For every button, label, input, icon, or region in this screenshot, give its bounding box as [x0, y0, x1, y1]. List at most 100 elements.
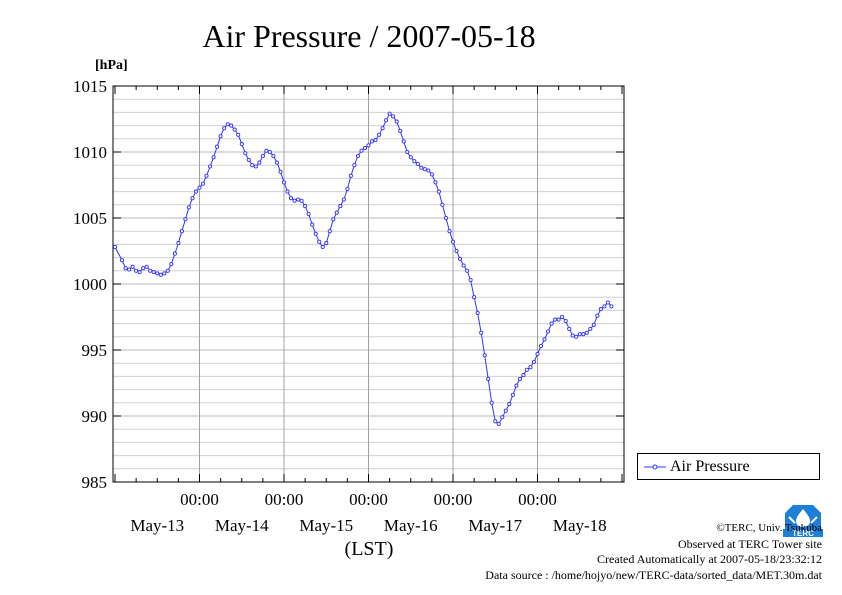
data-point	[201, 182, 204, 185]
data-point	[423, 168, 426, 171]
data-point	[339, 205, 342, 208]
data-point	[212, 156, 215, 159]
data-point	[230, 124, 233, 127]
data-point	[539, 344, 542, 347]
data-point	[370, 140, 373, 143]
data-point	[575, 335, 578, 338]
data-point	[536, 352, 539, 355]
data-point	[374, 139, 377, 142]
data-point	[504, 409, 507, 412]
data-point	[163, 272, 166, 275]
x-axis-label: (LST)	[345, 538, 394, 560]
x-date-label: May-13	[130, 516, 184, 535]
x-time-label: 00:00	[180, 490, 219, 509]
data-point	[237, 133, 240, 136]
y-axis-unit-label: [hPa]	[95, 58, 128, 73]
data-point	[420, 166, 423, 169]
legend: Air Pressure	[637, 453, 820, 480]
x-time-label: 00:00	[518, 490, 557, 509]
data-point	[385, 119, 388, 122]
data-point	[297, 198, 300, 201]
data-point	[209, 165, 212, 168]
data-point	[406, 150, 409, 153]
data-point	[159, 273, 162, 276]
data-point	[268, 150, 271, 153]
data-point	[550, 322, 553, 325]
data-point	[392, 115, 395, 118]
credits: ©TERC, Univ. Tsukuba Observed at TERC To…	[485, 521, 822, 583]
data-point	[198, 186, 201, 189]
data-point	[437, 190, 440, 193]
data-point	[258, 161, 261, 164]
data-point	[261, 154, 264, 157]
data-point	[367, 144, 370, 147]
data-point	[487, 377, 490, 380]
data-point	[497, 422, 500, 425]
data-point	[363, 146, 366, 149]
data-point	[156, 272, 159, 275]
data-point	[194, 190, 197, 193]
data-point	[455, 249, 458, 252]
data-point	[399, 129, 402, 132]
data-point	[599, 308, 602, 311]
y-tick-label: 1015	[73, 77, 107, 96]
data-point	[325, 242, 328, 245]
data-point	[413, 160, 416, 163]
credit-created: Created Automatically at 2007-05-18/23:3…	[485, 552, 822, 568]
y-tick-label: 990	[82, 407, 108, 426]
data-point	[135, 269, 138, 272]
x-time-label: 00:00	[349, 490, 388, 509]
data-point	[149, 269, 152, 272]
data-point	[448, 230, 451, 233]
data-point	[416, 162, 419, 165]
data-point	[120, 259, 123, 262]
data-point	[564, 319, 567, 322]
data-point	[282, 181, 285, 184]
data-point	[289, 197, 292, 200]
data-point	[589, 327, 592, 330]
data-point	[244, 152, 247, 155]
data-point	[469, 278, 472, 281]
data-point	[170, 263, 173, 266]
credit-org: ©TERC, Univ. Tsukuba	[485, 521, 822, 537]
y-tick-label: 995	[82, 341, 108, 360]
data-point	[585, 331, 588, 334]
data-point	[522, 374, 525, 377]
data-point	[342, 198, 345, 201]
x-time-label: 00:00	[265, 490, 304, 509]
data-point	[501, 416, 504, 419]
data-point	[388, 112, 391, 115]
data-point	[152, 271, 155, 274]
data-point	[131, 265, 134, 268]
y-tick-label: 1010	[73, 143, 107, 162]
data-point	[547, 330, 550, 333]
data-point	[293, 199, 296, 202]
data-point	[240, 143, 243, 146]
data-point	[356, 154, 359, 157]
data-point	[606, 301, 609, 304]
data-point	[409, 156, 412, 159]
data-point	[177, 242, 180, 245]
data-point	[430, 173, 433, 176]
x-date-label: May-15	[299, 516, 353, 535]
data-point	[466, 269, 469, 272]
data-point	[529, 366, 532, 369]
data-point	[247, 158, 250, 161]
legend-label: Air Pressure	[670, 458, 750, 476]
data-point	[381, 127, 384, 130]
data-point	[561, 315, 564, 318]
data-point	[395, 120, 398, 123]
data-point	[318, 240, 321, 243]
data-point	[349, 174, 352, 177]
credit-source: Data source : /home/hojyo/new/TERC-data/…	[485, 568, 822, 584]
data-point	[205, 174, 208, 177]
data-point	[483, 354, 486, 357]
data-point	[332, 218, 335, 221]
data-point	[458, 257, 461, 260]
data-point	[314, 232, 317, 235]
data-point	[216, 145, 219, 148]
data-point	[307, 212, 310, 215]
data-point	[402, 140, 405, 143]
legend-line-marker-icon	[644, 462, 666, 472]
data-point	[173, 252, 176, 255]
